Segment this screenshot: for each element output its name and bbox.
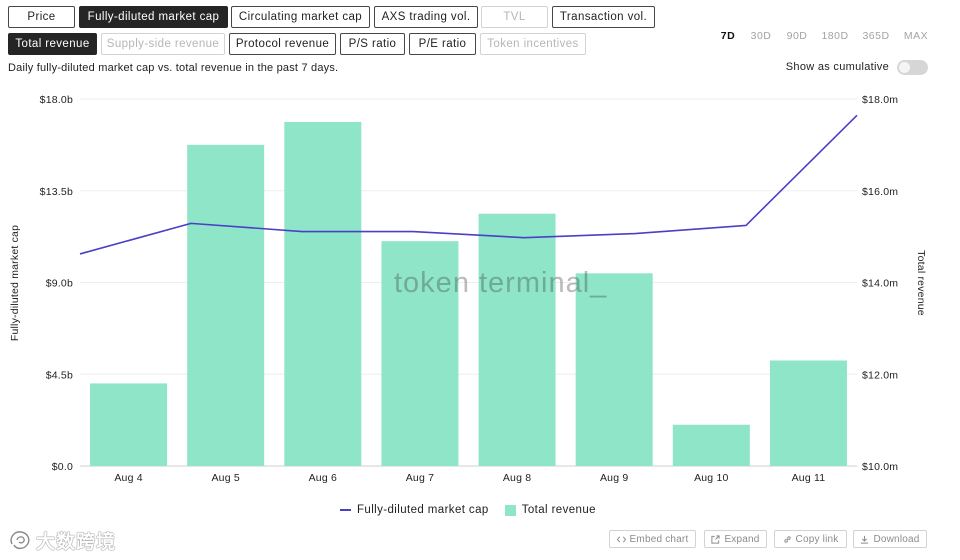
metric-button-transaction-vol[interactable]: Transaction vol. xyxy=(552,6,655,28)
fully-diluted-market-cap-point[interactable] xyxy=(410,229,416,235)
right-tick-label: $14.0m xyxy=(862,278,898,290)
total-revenue-bars xyxy=(90,121,847,466)
total-revenue-bar[interactable] xyxy=(381,241,459,466)
code-icon xyxy=(616,535,626,543)
metric-button-circulating-market-cap[interactable]: Circulating market cap xyxy=(231,6,370,28)
x-tick-label: Aug 6 xyxy=(309,472,337,484)
total-revenue-bar[interactable] xyxy=(672,424,750,466)
download-label: Download xyxy=(873,533,920,545)
x-tick-label: Aug 5 xyxy=(211,472,239,484)
fully-diluted-market-cap-point[interactable] xyxy=(743,222,749,228)
metric-button-supply-side-revenue[interactable]: Supply-side revenue xyxy=(101,33,225,55)
cumulative-toggle[interactable] xyxy=(897,60,928,75)
metric-button-token-incentives[interactable]: Token incentives xyxy=(480,33,586,55)
metric-button-price[interactable]: Price xyxy=(8,6,75,28)
chart: $0.0$4.5b$9.0b$13.5b$18.0b $10.0m$12.0m$… xyxy=(9,94,927,484)
x-tick-label: Aug 4 xyxy=(114,472,142,484)
download-button[interactable]: Download xyxy=(853,530,927,548)
legend: Fully-diluted market cap Total revenue xyxy=(340,503,596,517)
fully-diluted-market-cap-point[interactable] xyxy=(521,235,527,241)
left-axis-ticks: $0.0 $4.5b $9.0b $13.5b $18.0b xyxy=(40,94,73,473)
watermark-logo-icon xyxy=(10,531,30,550)
cumulative-label: Show as cumulative xyxy=(785,61,889,73)
fully-diluted-market-cap-point[interactable] xyxy=(77,251,83,257)
left-tick-label: $18.0b xyxy=(40,94,73,106)
range-7d[interactable]: 7D xyxy=(720,30,736,42)
metric-button-pe-ratio[interactable]: P/E ratio xyxy=(409,33,476,55)
fully-diluted-market-cap-point[interactable] xyxy=(299,229,305,235)
embed-chart-label: Embed chart xyxy=(629,533,689,545)
range-max[interactable]: MAX xyxy=(903,30,929,42)
total-revenue-bar[interactable] xyxy=(478,213,556,466)
metric-button-axs-trading-vol[interactable]: AXS trading vol. xyxy=(374,6,478,28)
x-tick-label: Aug 10 xyxy=(694,472,728,484)
total-revenue-bar[interactable] xyxy=(187,144,265,466)
legend-item-total-revenue[interactable]: Total revenue xyxy=(504,504,596,516)
legend-item-fully-diluted-market-cap[interactable]: Fully-diluted market cap xyxy=(340,504,489,516)
fully-diluted-market-cap-point[interactable] xyxy=(854,112,860,118)
range-90d[interactable]: 90D xyxy=(786,30,808,42)
fully-diluted-market-cap-series xyxy=(77,112,860,257)
expand-button[interactable]: Expand xyxy=(704,530,767,548)
right-axis-ticks: $10.0m $12.0m $14.0m $16.0m $18.0m xyxy=(862,94,898,473)
embed-chart-button[interactable]: Embed chart xyxy=(609,530,696,548)
right-axis-title: Total revenue xyxy=(915,250,927,316)
legend-label-fully-diluted-market-cap: Fully-diluted market cap xyxy=(357,504,489,516)
fully-diluted-market-cap-point[interactable] xyxy=(188,220,194,226)
copy-link-label: Copy link xyxy=(795,533,839,545)
fully-diluted-market-cap-line[interactable] xyxy=(79,114,858,255)
left-tick-label: $0.0 xyxy=(52,461,73,473)
legend-swatch-line xyxy=(340,509,351,511)
legend-label-total-revenue: Total revenue xyxy=(521,504,596,516)
metric-button-fully-diluted-market-cap[interactable]: Fully-diluted market cap xyxy=(79,6,228,28)
left-tick-label: $13.5b xyxy=(40,186,73,198)
right-tick-label: $10.0m xyxy=(862,461,898,473)
metric-button-tvl[interactable]: TVL xyxy=(481,6,548,28)
x-tick-label: Aug 8 xyxy=(503,472,531,484)
range-365d[interactable]: 365D xyxy=(862,30,890,42)
x-tick-label: Aug 7 xyxy=(406,472,434,484)
link-icon xyxy=(783,535,791,543)
metric-button-ps-ratio[interactable]: P/S ratio xyxy=(340,33,405,55)
toggle-knob xyxy=(899,62,910,73)
right-tick-label: $16.0m xyxy=(862,186,898,198)
fully-diluted-market-cap-point[interactable] xyxy=(632,231,638,237)
corner-watermark: 大数跨境 xyxy=(8,529,117,553)
right-tick-label: $18.0m xyxy=(862,94,898,106)
metric-button-total-revenue[interactable]: Total revenue xyxy=(8,33,97,55)
chart-description: Daily fully-diluted market cap vs. total… xyxy=(8,62,339,74)
left-tick-label: $4.5b xyxy=(46,369,73,381)
left-tick-label: $9.0b xyxy=(46,278,73,290)
expand-label: Expand xyxy=(724,533,760,545)
left-axis-title: Fully-diluted market cap xyxy=(9,225,21,341)
total-revenue-bar[interactable] xyxy=(769,360,847,466)
total-revenue-bar[interactable] xyxy=(284,121,362,466)
x-tick-label: Aug 9 xyxy=(600,472,628,484)
x-axis-ticks: Aug 4 Aug 5 Aug 6 Aug 7 Aug 8 Aug 9 Aug 10 Aug … xyxy=(114,472,825,484)
right-tick-label: $12.0m xyxy=(862,369,898,381)
x-tick-label: Aug 11 xyxy=(792,472,826,484)
total-revenue-bar[interactable] xyxy=(90,383,168,466)
expand-icon xyxy=(711,534,721,544)
total-revenue-bar[interactable] xyxy=(575,273,653,466)
legend-swatch-box xyxy=(504,504,516,516)
download-icon xyxy=(861,535,869,544)
corner-watermark-text: 大数跨境 xyxy=(36,530,117,553)
metric-button-protocol-revenue[interactable]: Protocol revenue xyxy=(229,33,336,55)
range-30d[interactable]: 30D xyxy=(750,30,772,42)
range-180d[interactable]: 180D xyxy=(821,30,849,42)
copy-link-button[interactable]: Copy link xyxy=(774,530,847,548)
